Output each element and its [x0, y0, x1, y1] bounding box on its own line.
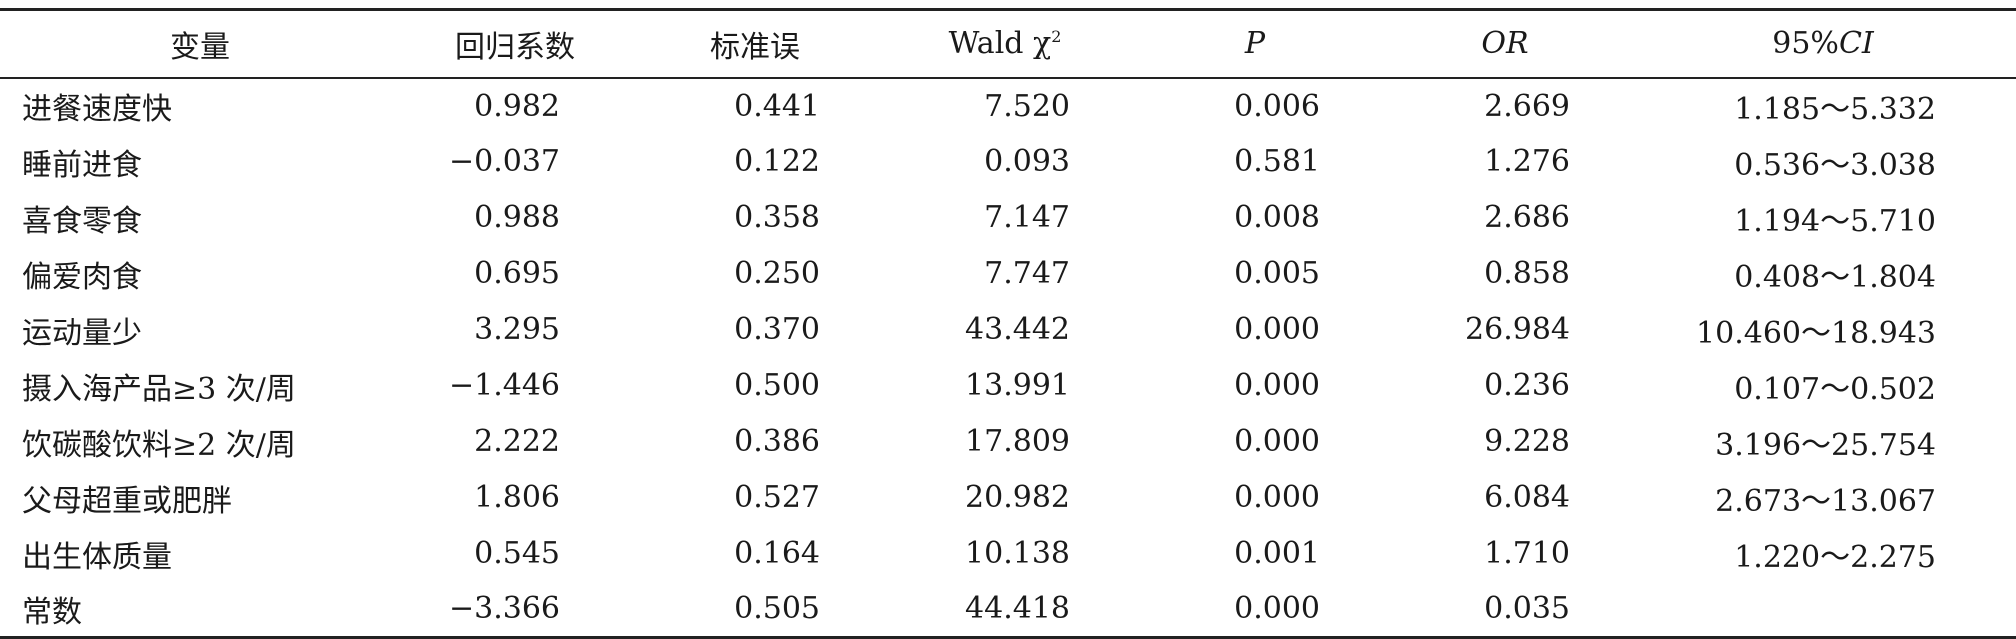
cell-p: 0.008 [1234, 200, 1320, 235]
cell-variable: 睡前进食 [22, 147, 142, 183]
cell-p: 0.006 [1234, 88, 1320, 124]
cell-variable: 运动量少 [22, 315, 142, 351]
cell-or: 9.228 [1484, 424, 1570, 459]
table-row: 运动量少 3.295 0.370 43.442 0.000 26.984 10.460～18… [0, 302, 2016, 358]
table-row: 偏爱肉食 0.695 0.250 7.747 0.005 0.858 0.408～1.804 [0, 246, 2016, 302]
table-row: 饮碳酸饮料≥2 次/周 2.222 0.386 17.809 0.000 9.228 3.1… [0, 414, 2016, 470]
cell-standard-error: 0.164 [734, 536, 820, 571]
cell-standard-error: 0.370 [734, 312, 820, 347]
cell-variable: 摄入海产品≥3 次/周 [22, 371, 296, 407]
cell-or: 6.084 [1484, 480, 1570, 515]
header-or: OR [1380, 8, 1630, 79]
cell-standard-error: 0.358 [734, 200, 820, 235]
table-row: 进餐速度快 0.982 0.441 7.520 0.006 2.669 1.185～5.33… [0, 78, 2016, 134]
cell-standard-error: 0.122 [734, 144, 820, 179]
cell-or: 0.858 [1484, 256, 1570, 291]
cell-variable: 出生体质量 [22, 539, 172, 575]
cell-coefficient: 0.982 [474, 88, 560, 124]
cell-variable: 喜食零食 [22, 203, 142, 239]
cell-wald: 7.147 [984, 200, 1070, 235]
header-wald-text: Wald χ [948, 26, 1052, 62]
cell-ci [1630, 581, 2016, 639]
cell-wald: 13.991 [965, 368, 1070, 403]
cell-p: 0.581 [1234, 144, 1320, 179]
cell-or: 0.236 [1484, 368, 1570, 403]
cell-coefficient: 2.222 [474, 424, 560, 459]
cell-variable: 偏爱肉食 [22, 259, 142, 295]
cell-ci: 3.196～25.754 [1715, 427, 1936, 463]
cell-wald: 10.138 [965, 536, 1070, 571]
cell-p: 0.000 [1234, 424, 1320, 459]
cell-standard-error: 0.250 [734, 256, 820, 291]
cell-ci: 0.536～3.038 [1734, 147, 1936, 183]
cell-wald: 17.809 [965, 424, 1070, 459]
regression-table: 变量 回归系数 标准误 Wald χ2 P OR 95%CI 进餐速度快 0.98… [0, 8, 2016, 639]
cell-standard-error: 0.386 [734, 424, 820, 459]
header-variable: 变量 [0, 8, 400, 79]
cell-standard-error: 0.500 [734, 368, 820, 403]
cell-wald: 20.982 [965, 480, 1070, 515]
cell-wald: 7.747 [984, 256, 1070, 291]
table-row: 喜食零食 0.988 0.358 7.147 0.008 2.686 1.194～5.710 [0, 190, 2016, 246]
cell-p: 0.000 [1234, 368, 1320, 403]
cell-ci: 1.194～5.710 [1734, 203, 1936, 239]
cell-wald: 44.418 [880, 581, 1130, 639]
cell-ci: 0.107～0.502 [1734, 371, 1936, 407]
cell-wald: 43.442 [965, 312, 1070, 347]
table-row: 摄入海产品≥3 次/周 −1.446 0.500 13.991 0.000 0.236 0.… [0, 358, 2016, 414]
cell-or: 26.984 [1465, 312, 1570, 347]
cell-or: 1.276 [1484, 144, 1570, 179]
regression-table-container: 变量 回归系数 标准误 Wald χ2 P OR 95%CI 进餐速度快 0.98… [0, 8, 2016, 639]
table-row: 出生体质量 0.545 0.164 10.138 0.001 1.710 1.220～2.2… [0, 526, 2016, 582]
cell-or: 1.710 [1484, 536, 1570, 571]
header-wald: Wald χ2 [880, 8, 1130, 79]
cell-ci: 2.673～13.067 [1715, 483, 1936, 519]
header-standard-error: 标准误 [630, 8, 880, 79]
cell-coefficient: 0.695 [474, 256, 560, 291]
table-row: 父母超重或肥胖 1.806 0.527 20.982 0.000 6.084 2.673～1… [0, 470, 2016, 526]
cell-p: 0.005 [1234, 256, 1320, 291]
cell-variable: 饮碳酸饮料≥2 次/周 [22, 427, 296, 463]
cell-p: 0.000 [1130, 581, 1380, 639]
cell-p: 0.000 [1234, 312, 1320, 347]
header-row: 变量 回归系数 标准误 Wald χ2 P OR 95%CI [0, 8, 2016, 79]
header-wald-superscript: 2 [1051, 27, 1062, 47]
cell-variable: 父母超重或肥胖 [22, 483, 232, 519]
header-ci: 95%CI [1630, 8, 2016, 79]
cell-coefficient: 1.806 [474, 480, 560, 515]
cell-coefficient: −1.446 [448, 368, 560, 403]
cell-standard-error: 0.441 [734, 88, 820, 124]
cell-wald: 0.093 [984, 144, 1070, 179]
cell-or: 2.669 [1484, 88, 1570, 124]
cell-standard-error: 0.505 [630, 581, 880, 639]
cell-ci: 0.408～1.804 [1734, 259, 1936, 295]
table-row: 睡前进食 −0.037 0.122 0.093 0.581 1.276 0.536～3.03… [0, 134, 2016, 190]
cell-coefficient: 0.988 [474, 200, 560, 235]
cell-p: 0.001 [1234, 536, 1320, 571]
header-coefficient: 回归系数 [400, 8, 630, 79]
cell-standard-error: 0.527 [734, 480, 820, 515]
cell-wald: 7.520 [984, 88, 1070, 124]
cell-variable: 进餐速度快 [22, 92, 172, 127]
cell-variable: 常数 [0, 581, 400, 639]
cell-ci: 1.185～5.332 [1734, 92, 1936, 127]
cell-ci: 10.460～18.943 [1696, 315, 1936, 351]
cell-or: 0.035 [1380, 581, 1630, 639]
cell-coefficient: −0.037 [448, 144, 560, 179]
cell-ci: 1.220～2.275 [1734, 539, 1936, 575]
cell-coefficient: 3.295 [474, 312, 560, 347]
header-p: P [1130, 8, 1380, 79]
cell-or: 2.686 [1484, 200, 1570, 235]
cell-p: 0.000 [1234, 480, 1320, 515]
header-ci-prefix: 95% [1772, 26, 1839, 62]
cell-coefficient: −3.366 [400, 581, 630, 639]
table-body: 进餐速度快 0.982 0.441 7.520 0.006 2.669 1.185～5.33… [0, 78, 2016, 639]
cell-coefficient: 0.545 [474, 536, 560, 571]
header-ci-italic: CI [1838, 26, 1874, 62]
table-row: 常数 −3.366 0.505 44.418 0.000 0.035 [0, 581, 2016, 639]
